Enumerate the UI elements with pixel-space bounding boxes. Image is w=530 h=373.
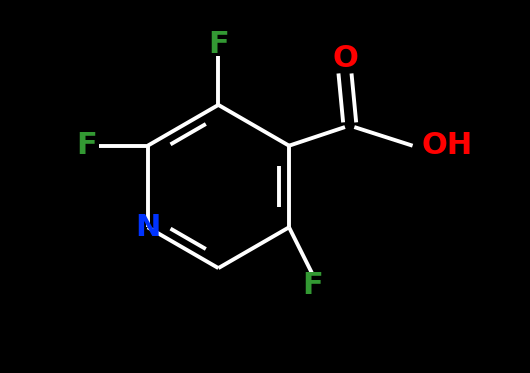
- Text: N: N: [135, 213, 161, 242]
- Text: F: F: [208, 30, 229, 59]
- Text: F: F: [77, 131, 98, 160]
- Text: F: F: [302, 271, 323, 300]
- Text: OH: OH: [422, 131, 473, 160]
- Text: O: O: [332, 44, 358, 73]
